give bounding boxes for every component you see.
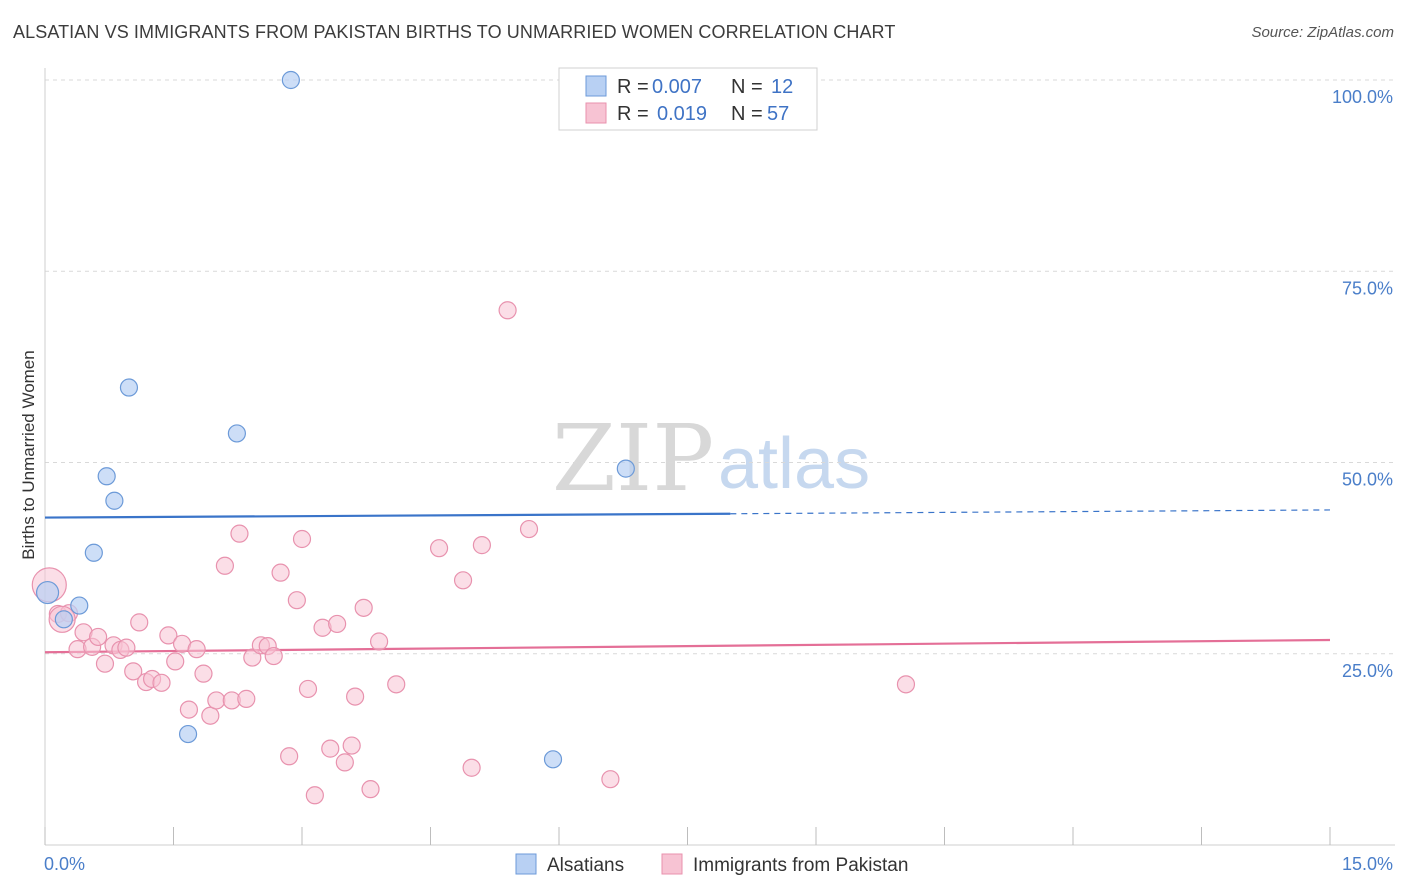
pakistan-point-6 — [89, 627, 108, 647]
legend-r-value-2: 0.019 — [657, 103, 707, 125]
pakistan-point-51 — [472, 536, 491, 555]
pakistan-point-41 — [335, 753, 354, 772]
pakistan-point-43 — [346, 687, 365, 706]
pakistan-point-45 — [361, 780, 380, 799]
alsatian-point-10 — [543, 750, 563, 769]
pakistan-point-42 — [342, 736, 361, 755]
pakistan-point-21 — [194, 664, 213, 683]
pakistan-point-19 — [179, 700, 199, 719]
alsatian-points — [35, 70, 635, 769]
pakistan-point-33 — [280, 747, 299, 766]
pakistan-point-48 — [429, 539, 449, 558]
pakistan-point-52 — [498, 301, 517, 320]
pakistan-point-27 — [237, 689, 256, 708]
pakistan-point-10 — [117, 638, 136, 657]
source-label: Source: ZipAtlas.com — [1251, 24, 1394, 41]
pakistan-point-50 — [462, 758, 481, 777]
pakistan-point-34 — [287, 591, 306, 610]
y-tick-label-50: 50.0% — [1342, 470, 1393, 490]
pakistan-point-20 — [187, 640, 206, 659]
pakistan-point-46 — [370, 632, 389, 651]
pakistan-point-37 — [305, 786, 324, 805]
pakistan-point-36 — [298, 679, 318, 699]
alsatian-point-9 — [281, 70, 300, 90]
pakistan-point-17 — [166, 652, 185, 671]
pakistan-point-32 — [271, 563, 290, 582]
legend-r-label-1: R = — [617, 76, 649, 98]
chart-title: ALSATIAN VS IMMIGRANTS FROM PAKISTAN BIR… — [13, 22, 896, 42]
legend-box: R = 0.007 N = 12 R = 0.019 N = 57 — [558, 67, 818, 131]
pakistan-point-22 — [201, 706, 220, 725]
axes — [44, 68, 1395, 846]
watermark-zip: ZIP — [552, 405, 714, 512]
pakistan-point-44 — [354, 598, 373, 617]
alsatian-point-7 — [178, 724, 198, 744]
x-tick-label-min: 0.0% — [44, 854, 85, 874]
y-tick-label-75: 75.0% — [1342, 278, 1393, 298]
pakistan-point-35 — [292, 529, 312, 549]
legend-swatch-pakistan — [585, 102, 607, 124]
watermark-atlas: atlas — [718, 424, 870, 504]
tick-labels: 25.0% 50.0% 75.0% 100.0% 0.0% 15.0% — [44, 87, 1393, 874]
legend-n-label-1: N = — [731, 76, 763, 98]
pakistan-point-53 — [519, 519, 539, 539]
pakistan-point-26 — [230, 524, 249, 543]
alsatian-point-3 — [84, 543, 103, 562]
alsatian-point-11 — [616, 459, 635, 478]
pakistan-point-24 — [215, 556, 234, 575]
pakistan-point-55 — [896, 675, 916, 694]
legend-n-value-2: 57 — [767, 103, 789, 125]
alsatian-point-2 — [70, 596, 89, 615]
pakistan-point-16 — [159, 626, 178, 645]
pakistan-point-54 — [601, 770, 620, 789]
legend-n-label-2: N = — [731, 103, 763, 125]
bottom-legend-alsatians: Alsatians — [547, 855, 624, 876]
bottom-legend-swatch-pakistan — [661, 853, 683, 875]
trend-line-alsatians-extension — [730, 509, 1331, 515]
legend-swatch-alsatians — [585, 75, 607, 97]
alsatian-point-0 — [35, 580, 60, 605]
bottom-legend-swatch-alsatians — [515, 853, 537, 875]
alsatian-point-4 — [97, 467, 116, 486]
pakistan-point-12 — [130, 613, 149, 632]
alsatian-point-8 — [227, 424, 246, 443]
pakistan-point-23 — [207, 691, 226, 710]
x-tick-label-max: 15.0% — [1342, 854, 1393, 874]
bottom-legend-pakistan: Immigrants from Pakistan — [693, 855, 908, 876]
pakistan-points — [31, 301, 916, 805]
trend-line-alsatians — [44, 512, 731, 519]
y-tick-label-25: 25.0% — [1342, 661, 1393, 681]
pakistan-point-15 — [152, 673, 171, 692]
alsatian-point-5 — [105, 491, 124, 510]
pakistan-point-47 — [387, 675, 406, 694]
trend-line-pakistan — [44, 638, 1331, 654]
pakistan-point-7 — [95, 654, 115, 673]
grid-lines — [45, 79, 1395, 655]
bottom-legend: Alsatians Immigrants from Pakistan — [515, 853, 908, 876]
alsatian-point-1 — [54, 610, 73, 629]
pakistan-point-49 — [453, 571, 473, 590]
pakistan-point-40 — [328, 614, 347, 634]
pakistan-point-39 — [321, 739, 340, 758]
legend-n-value-1: 12 — [771, 76, 793, 98]
y-axis-label: Births to Unmarried Women — [19, 350, 38, 559]
legend-r-label-2: R = — [617, 103, 649, 125]
pakistan-point-11 — [124, 662, 143, 681]
legend-r-value-1: 0.007 — [652, 76, 702, 98]
alsatian-point-6 — [119, 378, 139, 397]
y-tick-label-100: 100.0% — [1332, 87, 1393, 107]
pakistan-point-31 — [264, 646, 283, 666]
